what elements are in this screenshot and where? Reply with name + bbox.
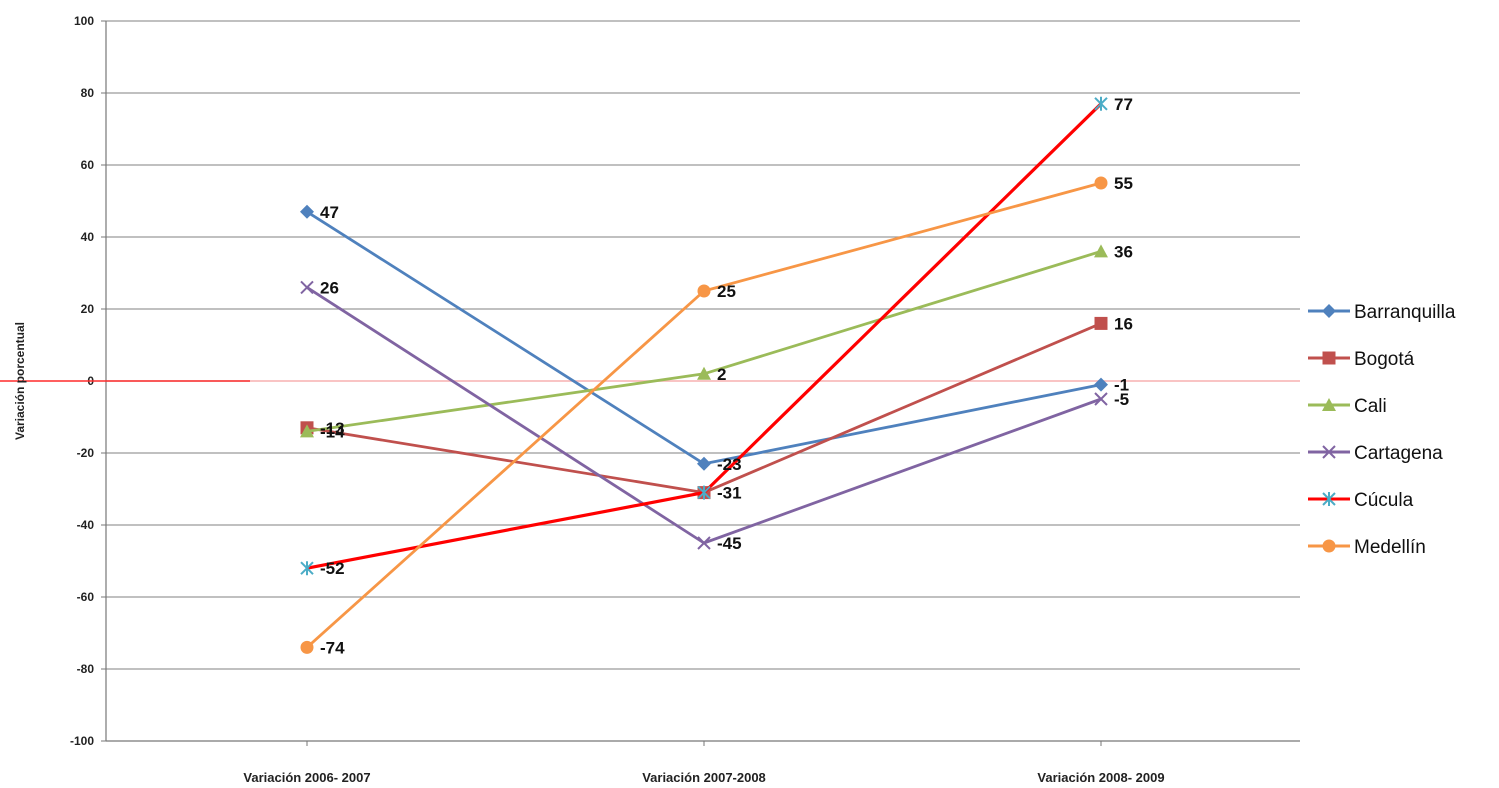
data-label-cali: 36 — [1114, 242, 1133, 261]
data-label-barranquilla: 47 — [320, 203, 339, 222]
data-point-barranquilla — [1094, 377, 1108, 392]
data-label-medellin: -74 — [320, 638, 345, 657]
data-point-cali — [300, 424, 314, 438]
y-tick-label: 60 — [81, 158, 95, 172]
data-point-cartagena — [697, 536, 711, 550]
legend-label: Bogotá — [1354, 349, 1415, 370]
legend-label: Cali — [1354, 396, 1387, 417]
legend-label: Cartagena — [1354, 443, 1443, 464]
legend: Barranquilla Bogotá Cali Cartagena Cúcula Med… — [1308, 302, 1456, 558]
data-label-cartagena: -5 — [1114, 390, 1129, 409]
x-category-label: Variación 2008- 2009 — [1037, 770, 1164, 785]
legend-item-bogota: Bogotá — [1308, 349, 1415, 370]
data-label-cali: -14 — [320, 422, 345, 441]
data-point-cartagena — [1094, 392, 1108, 406]
data-point-cali — [1094, 244, 1108, 258]
data-label-cucula: 77 — [1114, 95, 1133, 114]
series — [300, 96, 1108, 654]
legend-marker — [1322, 351, 1336, 365]
data-point-cucula — [1094, 96, 1108, 111]
series-barranquilla — [300, 204, 1108, 471]
series-line-barranquilla — [306, 210, 1102, 466]
data-point-medellin — [300, 640, 314, 654]
legend-item-barranquilla: Barranquilla — [1308, 302, 1456, 323]
data-label-cali: 2 — [717, 365, 726, 384]
series-cucula — [300, 96, 1108, 576]
data-label-barranquilla: -23 — [717, 455, 742, 474]
data-label-bogota: -13 — [320, 419, 345, 438]
series-medellin — [300, 176, 1108, 654]
legend-item-cali: Cali — [1308, 396, 1387, 417]
y-axis-label: Variación porcentual — [13, 322, 27, 440]
data-label-cartagena: -45 — [717, 534, 742, 553]
y-tick-label: -20 — [77, 446, 95, 460]
legend-label: Medellín — [1354, 537, 1426, 558]
grid — [106, 20, 1300, 670]
legend-item-cartagena: Cartagena — [1308, 443, 1443, 464]
data-label-medellin: 25 — [717, 282, 736, 301]
legend-marker — [1322, 492, 1336, 506]
x-category-label: Variación 2007-2008 — [642, 770, 766, 785]
legend-marker — [1322, 445, 1336, 459]
data-point-barranquilla — [300, 204, 314, 219]
data-label-bogota: -31 — [717, 484, 742, 503]
data-point-barranquilla — [697, 456, 711, 471]
y-tick-label: -40 — [77, 518, 95, 532]
data-point-cartagena — [300, 280, 314, 295]
series-cali — [300, 244, 1108, 438]
data-labels: 47 -23 -1 -13 -31 16 -14 2 36 26 -45 -5 -52 77 -74 25 55 — [320, 95, 1133, 658]
y-tick-label: -100 — [70, 734, 94, 748]
legend-marker — [1322, 539, 1336, 553]
x-category-label: Variación 2006- 2007 — [243, 770, 370, 785]
data-point-cucula — [697, 485, 711, 500]
legend-marker — [1322, 304, 1336, 318]
legend-label: Barranquilla — [1354, 302, 1456, 323]
legend-label: Cúcula — [1354, 490, 1414, 511]
legend-item-cucula: Cúcula — [1308, 490, 1414, 511]
y-tick-label: 100 — [74, 14, 94, 28]
legend-item-medellin: Medellín — [1308, 537, 1426, 558]
data-label-medellin: 55 — [1114, 174, 1133, 193]
data-point-medellin — [697, 284, 711, 298]
y-tick-label: 40 — [81, 230, 95, 244]
legend-marker — [1322, 398, 1336, 411]
y-tick-label: 80 — [81, 86, 95, 100]
y-tick-label: -80 — [77, 662, 95, 676]
data-point-medellin — [1094, 176, 1108, 190]
data-point-bogota — [1094, 316, 1108, 330]
series-line-cali — [306, 250, 1102, 433]
series-cartagena — [300, 280, 1108, 550]
data-label-barranquilla: -1 — [1114, 376, 1129, 395]
data-label-bogota: 16 — [1114, 314, 1133, 333]
data-label-cucula: -52 — [320, 559, 345, 578]
y-tick-label: -60 — [77, 590, 95, 604]
y-tick-label: 20 — [81, 302, 95, 316]
data-point-cali — [697, 366, 711, 380]
data-label-cartagena: 26 — [320, 278, 339, 297]
data-point-cucula — [300, 561, 314, 576]
